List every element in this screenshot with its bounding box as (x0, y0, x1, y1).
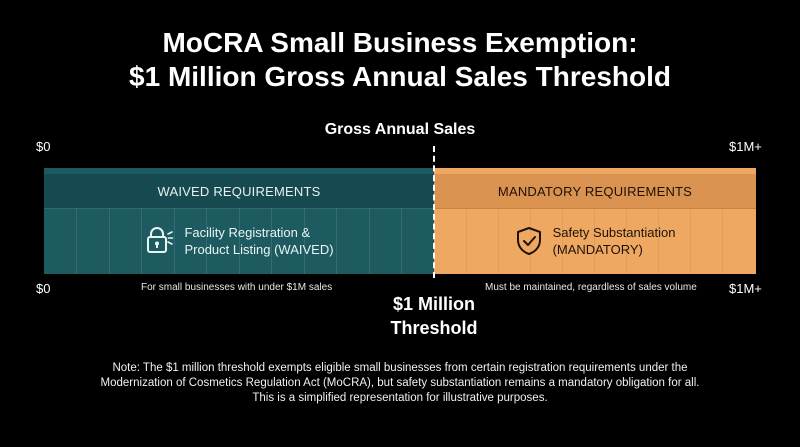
gridline (336, 208, 337, 274)
threshold-label: $1 Million Threshold (334, 292, 534, 340)
mandatory-text-line-1: Safety Substantiation (552, 225, 676, 240)
mandatory-caption: Must be maintained, regardless of sales … (485, 282, 697, 293)
mandatory-header: MANDATORY REQUIREMENTS (434, 174, 756, 209)
gridline (498, 208, 499, 274)
waived-zone-topline (44, 168, 434, 174)
mandatory-content: Safety Substantiation (MANDATORY) (434, 212, 756, 270)
axis-label: Gross Annual Sales (324, 121, 476, 138)
gridline (271, 208, 272, 274)
diagram-title: MoCRA Small Business Exemption: $1 Milli… (0, 26, 800, 94)
threshold-label-line-2: Threshold (390, 318, 478, 338)
lock-icon (144, 225, 174, 257)
gridline (722, 208, 723, 274)
gridline (690, 208, 691, 274)
waived-zone: WAIVED REQUIREMENTS Facility Registratio… (44, 168, 434, 274)
gridline (562, 208, 563, 274)
gridline (369, 208, 370, 274)
title-line-1: MoCRA Small Business Exemption: (162, 27, 638, 58)
gridline (109, 208, 110, 274)
footnote: Note: The $1 million threshold exempts e… (100, 362, 700, 404)
waived-text: Facility Registration & Product Listing … (184, 224, 333, 258)
gridline (141, 208, 142, 274)
mandatory-text: Safety Substantiation (MANDATORY) (553, 224, 676, 258)
title-line-2: $1 Million Gross Annual Sales Threshold (129, 61, 671, 92)
gridline (658, 208, 659, 274)
gridline (401, 208, 402, 274)
gridline (594, 208, 595, 274)
shield-check-icon (515, 225, 543, 257)
gridline (76, 208, 77, 274)
gridline (239, 208, 240, 274)
threshold-line (433, 146, 435, 278)
mandatory-zone-topline (434, 168, 756, 174)
gridline (174, 208, 175, 274)
mandatory-text-line-2: (MANDATORY) (552, 242, 643, 257)
axis-start-bottom: $0 (36, 281, 51, 296)
axis-end-top: $1M+ (729, 139, 762, 154)
threshold-label-line-1: $1 Million (392, 294, 475, 314)
mandatory-zone: MANDATORY REQUIREMENTS Safety Substantia… (434, 168, 756, 274)
axis-start-top: $0 (36, 139, 51, 154)
waived-content: Facility Registration & Product Listing … (44, 212, 434, 270)
gridline (626, 208, 627, 274)
waived-text-line-2: Product Listing (WAIVED) (184, 242, 334, 257)
axis-end-bottom: $1M+ (729, 281, 762, 296)
gridline (206, 208, 207, 274)
gridline (466, 208, 467, 274)
waived-caption: For small businesses with under $1M sale… (141, 282, 333, 293)
gridline (304, 208, 305, 274)
waived-text-line-1: Facility Registration & (184, 225, 311, 240)
waived-header: WAIVED REQUIREMENTS (44, 174, 434, 209)
